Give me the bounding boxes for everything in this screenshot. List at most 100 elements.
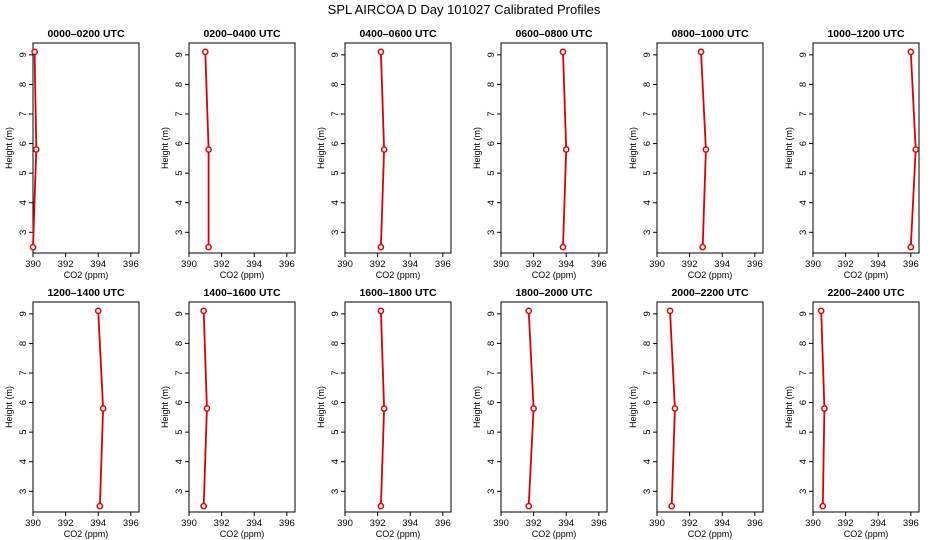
y-axis-label: Height (m)	[316, 386, 326, 428]
x-tick-label: 394	[714, 518, 730, 529]
y-tick-label: 3	[174, 489, 185, 494]
data-point	[205, 146, 212, 153]
data-point	[31, 48, 38, 56]
y-tick-label: 5	[642, 429, 653, 434]
y-axis-label: Height (m)	[784, 127, 794, 169]
y-axis-label: Height (m)	[472, 386, 482, 428]
x-tick-label: 396	[123, 259, 139, 270]
data-point	[819, 502, 827, 510]
x-tick-label: 390	[181, 518, 197, 529]
y-tick-label: 9	[18, 311, 29, 316]
figure-title: SPL AIRCOA D Day 101027 Calibrated Profi…	[328, 2, 601, 17]
panel-1: 0200–0400 UTC 390 392 394 396 3 4 5 6 7 8 9 CO2 (ppm…	[160, 28, 296, 280]
panel-5: 1000–1200 UTC 390 392 394 396 3 4 5 6 7 8 9 CO2 (ppm…	[784, 28, 920, 280]
plot-frame	[32, 301, 140, 513]
y-tick-label: 6	[330, 400, 341, 405]
panel-4: 0800–1000 UTC 390 392 394 396 3 4 5 6 7 8 9 CO2 (ppm…	[628, 28, 764, 280]
data-point	[525, 307, 533, 315]
panel-title: 1000–1200 UTC	[827, 28, 904, 40]
y-axis-label: Height (m)	[4, 127, 14, 169]
y-tick-label: 5	[330, 429, 341, 434]
data-point	[912, 146, 920, 153]
x-tick-label: 390	[649, 518, 665, 529]
y-tick-label: 9	[486, 311, 497, 316]
y-tick-label: 9	[18, 52, 29, 57]
data-point	[205, 243, 212, 251]
x-tick-label: 390	[25, 518, 41, 529]
y-tick-label: 6	[486, 141, 497, 146]
data-point	[907, 48, 915, 56]
data-point	[200, 502, 208, 510]
y-axis-label: Height (m)	[160, 127, 170, 169]
y-tick-label: 6	[798, 141, 809, 146]
x-tick-label: 392	[526, 518, 542, 529]
x-axis-label: CO2 (ppm)	[376, 270, 421, 280]
plot-frame	[188, 301, 296, 513]
x-tick-label: 390	[493, 259, 509, 270]
y-axis-label: Height (m)	[784, 386, 794, 428]
data-point	[702, 146, 710, 153]
x-tick-label: 390	[805, 259, 821, 270]
data-point	[377, 48, 385, 56]
data-point	[201, 48, 209, 56]
x-tick-label: 392	[214, 518, 230, 529]
x-tick-label: 394	[558, 259, 574, 270]
panel-3: 0600–0800 UTC 390 392 394 396 3 4 5 6 7 8 9 CO2 (ppm…	[472, 28, 608, 280]
x-tick-label: 392	[682, 518, 698, 529]
data-point	[559, 48, 567, 56]
y-tick-label: 6	[174, 141, 185, 146]
x-axis-label: CO2 (ppm)	[688, 270, 733, 280]
y-tick-label: 4	[18, 459, 29, 464]
x-tick-label: 396	[591, 259, 607, 270]
y-tick-label: 4	[330, 459, 341, 464]
y-axis-label: Height (m)	[628, 127, 638, 169]
y-tick-label: 4	[486, 200, 497, 205]
y-tick-label: 8	[174, 82, 185, 87]
panel-title: 0400–0600 UTC	[359, 28, 436, 40]
panel-9: 1800–2000 UTC 390 392 394 396 3 4 5 6 7 8 9 CO2 (ppm…	[472, 287, 608, 539]
data-point	[32, 146, 40, 153]
y-tick-label: 8	[174, 341, 185, 346]
x-axis-label: CO2 (ppm)	[376, 529, 421, 539]
y-tick-label: 8	[18, 82, 29, 87]
data-point	[666, 307, 674, 315]
y-tick-label: 6	[18, 400, 29, 405]
y-tick-label: 4	[174, 459, 185, 464]
y-tick-label: 4	[330, 200, 341, 205]
plot-frame	[32, 42, 140, 254]
plot-frame	[656, 301, 764, 513]
y-tick-label: 8	[330, 341, 341, 346]
y-tick-label: 3	[18, 489, 29, 494]
data-point	[559, 243, 567, 251]
x-tick-label: 396	[435, 518, 451, 529]
panel-8: 1600–1800 UTC 390 392 394 396 3 4 5 6 7 8 9 CO2 (ppm…	[316, 287, 452, 539]
x-tick-label: 392	[370, 518, 386, 529]
y-tick-label: 7	[642, 111, 653, 116]
y-tick-label: 5	[174, 170, 185, 175]
y-tick-label: 6	[486, 400, 497, 405]
x-tick-label: 396	[747, 259, 763, 270]
panel-title: 1800–2000 UTC	[515, 287, 592, 299]
y-tick-label: 8	[18, 341, 29, 346]
x-tick-label: 396	[591, 518, 607, 529]
data-point	[377, 307, 385, 315]
y-tick-label: 3	[486, 230, 497, 235]
y-tick-label: 8	[798, 82, 809, 87]
x-tick-label: 394	[558, 518, 574, 529]
plot-frame	[812, 301, 920, 513]
y-tick-label: 3	[486, 489, 497, 494]
y-tick-label: 8	[798, 341, 809, 346]
y-tick-label: 9	[330, 52, 341, 57]
y-tick-label: 6	[798, 400, 809, 405]
y-tick-label: 6	[18, 141, 29, 146]
x-axis-label: CO2 (ppm)	[64, 270, 109, 280]
panel-title: 1200–1400 UTC	[47, 287, 124, 299]
x-tick-label: 392	[58, 518, 74, 529]
y-tick-label: 4	[642, 200, 653, 205]
x-tick-label: 392	[838, 518, 854, 529]
y-tick-label: 5	[330, 170, 341, 175]
x-tick-label: 390	[337, 518, 353, 529]
panel-title: 0200–0400 UTC	[203, 28, 280, 40]
y-tick-label: 6	[642, 141, 653, 146]
data-point	[377, 243, 385, 251]
